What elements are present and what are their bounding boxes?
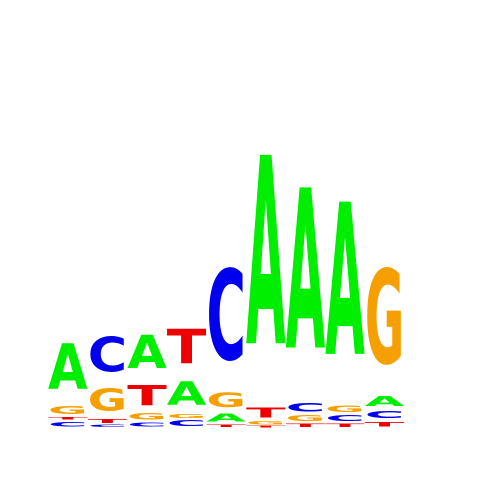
logo-letter-c-pos3-1: C <box>127 422 167 428</box>
logo-letter-c-pos1-1: C <box>48 421 88 429</box>
logo-letter-a-pos5-2: A <box>206 412 246 425</box>
logo-letter-t-pos5-1: T <box>206 424 246 428</box>
logo-letter-a-pos4-3: A <box>167 376 207 414</box>
logo-letter-t-pos8-1: T <box>325 423 365 428</box>
logo-letter-t-pos7-1: T <box>286 423 326 428</box>
logo-letter-a-pos6-4: A <box>246 103 286 404</box>
logo-letter-t-pos6-1: T <box>246 425 286 428</box>
logo-letter-c-pos4-1: C <box>167 419 207 428</box>
logo-letter-g-pos7-2: G <box>286 414 326 423</box>
logo-letter-c-pos8-2: C <box>325 414 365 423</box>
logo-letter-c-pos2-4: C <box>88 327 128 382</box>
logo-letter-t-pos3-3: T <box>127 379 167 412</box>
logo-letter-a-pos3-4: A <box>127 327 167 379</box>
logo-letter-g-pos1-3: G <box>48 405 88 417</box>
logo-letter-a-pos8-4: A <box>325 160 365 403</box>
logo-letter-c-pos5-4: C <box>206 244 246 389</box>
logo-letter-t-pos9-1: T <box>365 421 405 429</box>
logo-letter-g-pos8-3: G <box>325 404 365 414</box>
logo-letter-t-pos2-2: T <box>88 418 128 424</box>
logo-letter-c-pos2-1: C <box>88 424 128 428</box>
logo-letter-g-pos3-2: G <box>127 412 167 422</box>
logo-letter-t-pos6-3: T <box>246 405 286 420</box>
logo-letter-a-pos1-4: A <box>48 332 88 404</box>
logo-letter-c-pos9-2: C <box>365 409 405 420</box>
logo-letter-t-pos4-4: T <box>167 321 207 376</box>
logo-letter-g-pos9-4: G <box>365 244 405 395</box>
logo-letter-g-pos5-3: G <box>206 389 246 412</box>
logo-letter-g-pos4-2: G <box>167 413 207 419</box>
logo-letter-a-pos7-4: A <box>286 144 326 400</box>
logo-letter-c-pos7-3: C <box>286 401 326 415</box>
logo-letter-g-pos2-3: G <box>88 384 128 418</box>
logo-letter-t-pos1-2: T <box>48 417 88 421</box>
logo-letter-a-pos9-3: A <box>365 394 405 409</box>
logo-letter-g-pos6-2: G <box>246 421 286 426</box>
